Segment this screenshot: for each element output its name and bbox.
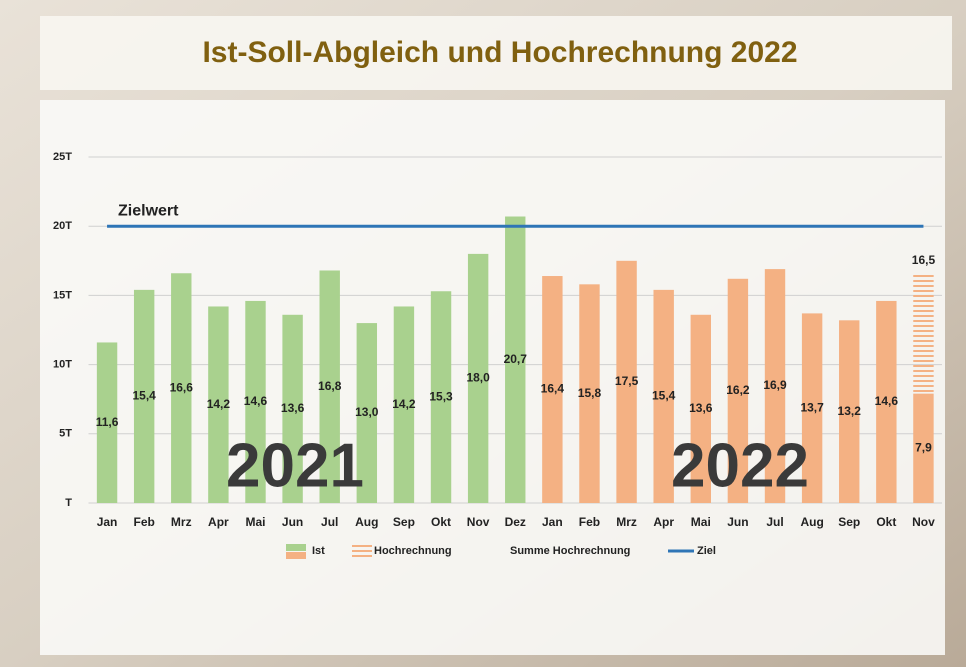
x-tick-label: Jul xyxy=(766,515,783,529)
value-label: 14,6 xyxy=(875,394,899,408)
x-tick-label: Mai xyxy=(245,515,265,529)
bar xyxy=(245,300,266,503)
legend-swatch xyxy=(352,545,372,557)
bar xyxy=(505,216,526,503)
y-tick-label: 5T xyxy=(59,428,72,440)
bar xyxy=(96,342,118,503)
value-label: 15,4 xyxy=(652,389,676,403)
x-tick-label: Sep xyxy=(393,515,415,529)
bar xyxy=(616,260,637,503)
value-label: 13,7 xyxy=(800,400,824,414)
legend-label: Ziel xyxy=(697,545,716,557)
value-label: 13,0 xyxy=(355,405,379,419)
value-label: 14,2 xyxy=(207,397,231,411)
x-tick-label: Feb xyxy=(133,515,154,529)
x-tick-label: Apr xyxy=(208,515,229,529)
value-label: 16,4 xyxy=(541,382,565,396)
y-tick-label: 15T xyxy=(53,289,72,301)
value-label: 15,4 xyxy=(132,389,156,403)
value-label: 11,6 xyxy=(96,415,119,429)
value-label: 16,6 xyxy=(170,380,194,394)
chart-title: Ist-Soll-Abgleich und Hochrechnung 2022 xyxy=(202,36,797,69)
value-label: 13,6 xyxy=(281,401,305,415)
x-tick-label: Apr xyxy=(653,515,674,529)
x-tick-label: Mrz xyxy=(616,515,637,529)
value-label: 15,8 xyxy=(578,386,602,400)
bar xyxy=(393,306,415,503)
value-label: 16,8 xyxy=(318,379,342,393)
legend-swatch xyxy=(286,544,306,551)
value-label: 13,6 xyxy=(689,401,713,415)
value-label: 16,5 xyxy=(912,253,936,267)
bar xyxy=(913,393,934,503)
bar xyxy=(542,276,563,503)
value-label: 15,3 xyxy=(429,389,453,403)
legend-label: Hochrechnung xyxy=(374,545,452,557)
x-tick-label: Okt xyxy=(431,515,451,529)
x-tick-label: Nov xyxy=(912,515,935,529)
x-tick-label: Sep xyxy=(838,515,860,529)
bar xyxy=(133,289,155,503)
value-label: 14,6 xyxy=(244,394,268,408)
value-label: 14,2 xyxy=(392,397,416,411)
title-box xyxy=(40,16,952,90)
bar xyxy=(282,314,303,503)
bar xyxy=(319,270,340,503)
value-label: 18,0 xyxy=(466,371,490,385)
bar xyxy=(876,300,897,503)
x-tick-label: Dez xyxy=(505,515,526,529)
value-label: 17,5 xyxy=(615,374,639,388)
legend-swatch xyxy=(286,552,306,559)
value-label: 16,2 xyxy=(726,383,750,397)
x-tick-label: Jun xyxy=(727,515,748,529)
x-tick-label: Jan xyxy=(542,515,563,529)
x-tick-label: Jun xyxy=(282,515,303,529)
y-tick-label: 25T xyxy=(53,151,72,163)
x-tick-label: Jan xyxy=(97,515,118,529)
y-tick-label: 10T xyxy=(53,359,72,371)
bar xyxy=(653,289,674,503)
bar xyxy=(467,253,489,503)
bar xyxy=(764,269,786,503)
x-tick-label: Aug xyxy=(800,515,823,529)
year-label: 2022 xyxy=(671,431,809,500)
value-label: 16,9 xyxy=(763,378,787,392)
x-tick-label: Jul xyxy=(321,515,338,529)
x-tick-label: Feb xyxy=(579,515,600,529)
legend-label: Ist xyxy=(312,545,325,557)
legend-label: Summe Hochrechnung xyxy=(510,545,630,557)
y-tick-label: T xyxy=(65,497,72,509)
x-tick-label: Nov xyxy=(467,515,490,529)
bar xyxy=(913,274,934,394)
year-label: 2021 xyxy=(226,431,364,500)
bar xyxy=(690,314,711,503)
annotation: Zielwert xyxy=(118,202,179,219)
x-tick-label: Mai xyxy=(691,515,711,529)
bar xyxy=(727,278,749,503)
value-label: 13,2 xyxy=(838,404,862,418)
bar xyxy=(356,323,378,503)
bar xyxy=(430,291,452,503)
bar xyxy=(208,306,229,503)
bar xyxy=(171,273,192,503)
x-tick-label: Okt xyxy=(876,515,896,529)
bar xyxy=(579,284,600,503)
value-label: 7,9 xyxy=(915,441,932,455)
bar xyxy=(801,313,823,503)
x-tick-label: Aug xyxy=(355,515,378,529)
x-tick-label: Mrz xyxy=(171,515,192,529)
value-label: 20,7 xyxy=(504,352,528,366)
y-tick-label: 20T xyxy=(53,220,72,232)
bar xyxy=(839,320,860,503)
